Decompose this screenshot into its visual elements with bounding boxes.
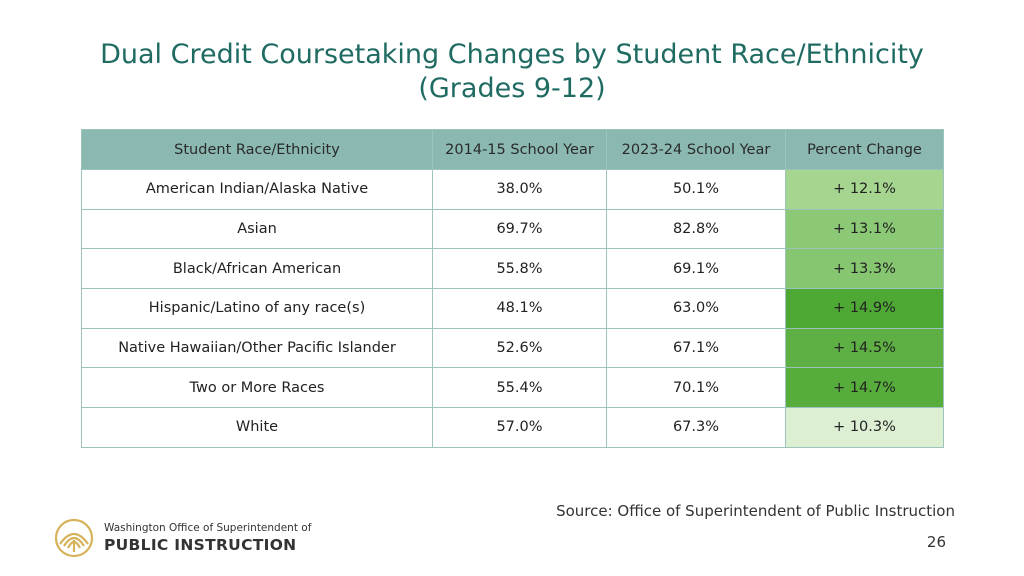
page-number: 26: [926, 533, 946, 551]
race-ethnicity-table: Student Race/Ethnicity 2014-15 School Ye…: [81, 129, 944, 448]
table-row: Asian 69.7% 82.8% + 13.1%: [81, 208, 944, 250]
cell-group: American Indian/Alaska Native: [81, 169, 433, 210]
cell-percent-change: + 12.1%: [785, 169, 944, 210]
cell-group: Native Hawaiian/Other Pacific Islander: [81, 327, 433, 369]
table-row: Two or More Races 55.4% 70.1% + 14.7%: [81, 367, 944, 409]
cell-percent-change: + 14.9%: [785, 288, 944, 329]
header-2014-15: 2014-15 School Year: [432, 129, 607, 170]
cell-2014-15: 55.4%: [432, 367, 607, 409]
cell-2023-24: 82.8%: [606, 208, 786, 250]
cell-2023-24: 50.1%: [606, 169, 786, 210]
cell-2014-15: 69.7%: [432, 208, 607, 250]
cell-2014-15: 48.1%: [432, 288, 607, 329]
title-line-2: (Grades 9-12): [418, 73, 606, 104]
header-percent-change: Percent Change: [785, 129, 944, 170]
cell-2014-15: 52.6%: [432, 327, 607, 369]
header-2023-24: 2023-24 School Year: [606, 129, 786, 170]
org-name-line-2: PUBLIC INSTRUCTION: [104, 536, 297, 554]
header-race-ethnicity: Student Race/Ethnicity: [81, 129, 433, 170]
cell-group: Two or More Races: [81, 367, 433, 409]
table-row: American Indian/Alaska Native 38.0% 50.1…: [81, 169, 944, 210]
cell-2014-15: 57.0%: [432, 407, 607, 448]
cell-group: Asian: [81, 208, 433, 250]
table-row: Black/African American 55.8% 69.1% + 13.…: [81, 248, 944, 290]
table-header-row: Student Race/Ethnicity 2014-15 School Ye…: [81, 129, 944, 170]
org-name-line-1: Washington Office of Superintendent of: [104, 522, 312, 534]
cell-group: White: [81, 407, 433, 448]
cell-percent-change: + 10.3%: [785, 407, 944, 448]
cell-2023-24: 67.1%: [606, 327, 786, 369]
cell-percent-change: + 14.7%: [785, 367, 944, 409]
table-row: White 57.0% 67.3% + 10.3%: [81, 407, 944, 448]
cell-percent-change: + 14.5%: [785, 327, 944, 369]
cell-2023-24: 69.1%: [606, 248, 786, 290]
ospi-sun-logo-icon: [54, 518, 94, 558]
cell-group: Black/African American: [81, 248, 433, 290]
cell-2023-24: 67.3%: [606, 407, 786, 448]
slide-title: Dual Credit Coursetaking Changes by Stud…: [0, 38, 1024, 106]
cell-2023-24: 63.0%: [606, 288, 786, 329]
cell-2014-15: 38.0%: [432, 169, 607, 210]
title-line-1: Dual Credit Coursetaking Changes by Stud…: [100, 39, 924, 70]
source-note: Source: Office of Superintendent of Publ…: [556, 502, 955, 520]
table-row: Native Hawaiian/Other Pacific Islander 5…: [81, 327, 944, 369]
cell-percent-change: + 13.3%: [785, 248, 944, 290]
cell-2023-24: 70.1%: [606, 367, 786, 409]
table-row: Hispanic/Latino of any race(s) 48.1% 63.…: [81, 288, 944, 329]
cell-2014-15: 55.8%: [432, 248, 607, 290]
cell-group: Hispanic/Latino of any race(s): [81, 288, 433, 329]
cell-percent-change: + 13.1%: [785, 208, 944, 250]
